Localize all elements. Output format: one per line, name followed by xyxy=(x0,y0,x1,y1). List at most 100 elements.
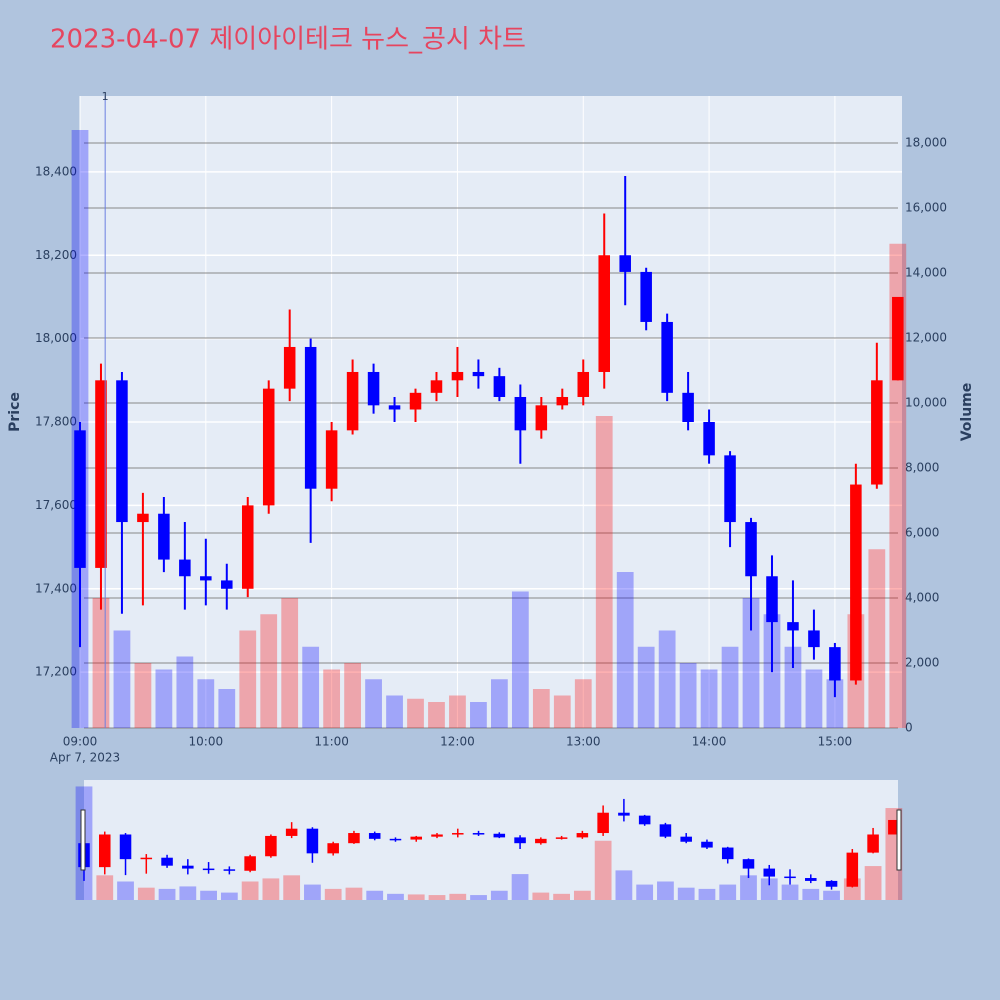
candle-body xyxy=(871,380,883,485)
y2-tick-label: 4,000 xyxy=(905,590,939,604)
candle-body xyxy=(808,630,820,648)
volume-bar xyxy=(470,701,487,728)
volume-bar xyxy=(260,614,278,728)
candle-body xyxy=(850,484,862,681)
candle-body xyxy=(514,396,527,431)
candle-body xyxy=(430,380,443,393)
candle-body xyxy=(472,371,485,377)
candle-body xyxy=(619,255,631,272)
volume-bar xyxy=(491,679,508,728)
chart-title: 2023-04-07 제이아이테크 뉴스_공시 차트 xyxy=(50,25,526,55)
volume-bar xyxy=(239,630,257,728)
y-axis-title: Price xyxy=(7,392,23,432)
candle-body xyxy=(283,346,296,389)
slider-volume-bar xyxy=(594,840,612,900)
slider-candle-body xyxy=(140,857,153,860)
volume-bar xyxy=(616,571,634,728)
slider-candle-body xyxy=(306,828,319,854)
volume-bar xyxy=(428,701,445,728)
slider-candle-body xyxy=(161,857,173,866)
slider-candle-body xyxy=(638,815,651,825)
candle-body xyxy=(409,392,422,410)
volume-bar xyxy=(700,669,718,728)
slider-volume-bar xyxy=(677,887,695,900)
y-tick-label: 17,200 xyxy=(35,665,77,679)
candle-body xyxy=(892,296,904,381)
volume-bar xyxy=(532,688,550,728)
slider-candle-body xyxy=(846,852,859,887)
volume-bar xyxy=(176,656,194,728)
range-slider[interactable] xyxy=(84,780,898,900)
slider-volume-bar xyxy=(490,890,508,900)
annotation-text: 1 xyxy=(102,90,109,103)
slider-volume-bar xyxy=(657,881,674,900)
slider-volume-bar xyxy=(158,888,176,900)
slider-candle-body xyxy=(389,838,402,841)
candle-body xyxy=(95,380,107,568)
slider-volume-bar xyxy=(636,884,654,900)
y2-axis-title: Volume xyxy=(959,383,975,442)
slider-candle-body xyxy=(784,876,796,879)
volume-bar xyxy=(218,688,236,728)
slider-candle-body xyxy=(327,843,339,854)
slider-candle-body xyxy=(597,812,609,834)
y-tick-label: 18,200 xyxy=(35,248,77,262)
slider-volume-bar xyxy=(760,878,778,900)
slider-candle-body xyxy=(535,838,547,844)
slider-handle[interactable] xyxy=(896,809,902,871)
slider-candle-body xyxy=(721,847,734,860)
volume-bar xyxy=(511,591,529,728)
slider-volume-bar xyxy=(96,875,114,900)
plot-area xyxy=(80,96,902,728)
slider-volume-bar xyxy=(262,878,280,900)
y2-tick-label: 8,000 xyxy=(905,460,939,474)
slider-volume-bar xyxy=(200,890,217,900)
volume-bar xyxy=(197,679,215,728)
slider-candle-body xyxy=(285,828,298,836)
slider-candle-body xyxy=(431,834,443,837)
slider-volume-bar xyxy=(698,888,716,900)
slider-candle-body xyxy=(514,837,526,844)
volume-bar xyxy=(365,679,382,728)
slider-candle-body xyxy=(368,833,381,839)
slider-candle-body xyxy=(452,833,464,835)
y-tick-label: 17,400 xyxy=(35,581,77,595)
candle-body xyxy=(74,430,86,568)
y2-tick-label: 2,000 xyxy=(905,655,939,669)
candle-body xyxy=(829,647,841,681)
slider-volume-bar xyxy=(615,870,633,900)
volume-bar xyxy=(113,630,131,728)
slider-volume-bar xyxy=(823,890,840,900)
slider-volume-bar xyxy=(553,893,570,900)
slider-volume-bar xyxy=(449,893,467,900)
slider-candle-body xyxy=(223,869,236,871)
candle-body xyxy=(724,455,736,523)
slider-candle-body xyxy=(701,841,713,848)
candle-body xyxy=(179,559,191,577)
slider-candle-body xyxy=(867,834,879,853)
slider-volume-bar xyxy=(137,887,155,900)
slider-handle[interactable] xyxy=(80,809,86,871)
candle-body xyxy=(221,580,233,589)
volume-bar xyxy=(449,695,466,728)
slider-candle-body xyxy=(763,868,776,877)
candle-body xyxy=(451,371,464,381)
candle-body xyxy=(640,271,652,322)
candle-body xyxy=(745,522,757,577)
y2-tick-label: 16,000 xyxy=(905,200,947,214)
volume-bar xyxy=(386,695,403,728)
slider-candle-body xyxy=(119,834,132,860)
x-date-label: Apr 7, 2023 xyxy=(50,751,120,765)
slider-candle-body xyxy=(742,859,755,869)
x-tick-label: 11:00 xyxy=(314,735,349,749)
slider-candle-body xyxy=(618,812,630,816)
volume-bar xyxy=(658,630,676,728)
y2-tick-label: 6,000 xyxy=(905,525,939,539)
candle-body xyxy=(116,380,128,523)
volume-bar xyxy=(805,669,823,728)
slider-volume-bar xyxy=(387,893,404,900)
candle-body xyxy=(787,622,799,631)
slider-volume-bar xyxy=(220,892,238,900)
candle-body xyxy=(493,376,506,397)
